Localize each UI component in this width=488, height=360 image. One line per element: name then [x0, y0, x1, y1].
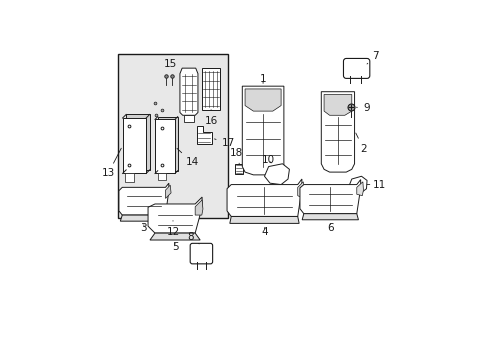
Text: 12: 12 — [166, 221, 179, 237]
Text: 15: 15 — [163, 59, 177, 69]
Text: 13: 13 — [102, 148, 121, 179]
Polygon shape — [235, 164, 243, 174]
Polygon shape — [155, 121, 159, 132]
Text: 5: 5 — [171, 242, 178, 252]
Polygon shape — [180, 68, 198, 115]
Polygon shape — [158, 117, 177, 171]
Polygon shape — [321, 92, 354, 172]
Polygon shape — [119, 183, 168, 215]
Polygon shape — [120, 215, 167, 221]
Text: 10: 10 — [262, 155, 275, 165]
Polygon shape — [155, 120, 175, 174]
Text: 7: 7 — [366, 51, 378, 64]
Polygon shape — [229, 216, 299, 223]
Polygon shape — [264, 164, 289, 185]
Text: 11: 11 — [366, 180, 385, 190]
Text: 16: 16 — [204, 110, 217, 126]
Polygon shape — [302, 214, 358, 220]
Polygon shape — [125, 174, 133, 182]
Polygon shape — [348, 176, 366, 193]
Text: 3: 3 — [140, 223, 147, 233]
Polygon shape — [165, 185, 171, 198]
Text: 14: 14 — [177, 148, 198, 167]
Text: 4: 4 — [261, 227, 267, 237]
Bar — [117, 54, 228, 218]
Polygon shape — [196, 126, 211, 144]
FancyBboxPatch shape — [190, 243, 212, 264]
Polygon shape — [158, 174, 166, 180]
Polygon shape — [202, 68, 220, 110]
Polygon shape — [183, 115, 193, 122]
Polygon shape — [297, 182, 304, 198]
Polygon shape — [324, 94, 351, 115]
Polygon shape — [244, 89, 281, 111]
Text: 9: 9 — [356, 103, 369, 113]
Text: 6: 6 — [326, 222, 333, 233]
Polygon shape — [356, 182, 363, 195]
FancyBboxPatch shape — [343, 58, 369, 78]
Polygon shape — [242, 86, 284, 175]
Polygon shape — [150, 233, 200, 240]
Polygon shape — [148, 197, 202, 233]
Polygon shape — [299, 180, 360, 214]
Text: 8: 8 — [186, 232, 199, 244]
Text: 1: 1 — [259, 74, 266, 84]
Polygon shape — [226, 179, 301, 216]
Text: 17: 17 — [214, 138, 234, 148]
Polygon shape — [122, 118, 146, 174]
Polygon shape — [195, 200, 203, 215]
Text: 18: 18 — [230, 148, 243, 164]
Polygon shape — [126, 114, 149, 170]
Text: 2: 2 — [355, 133, 366, 153]
